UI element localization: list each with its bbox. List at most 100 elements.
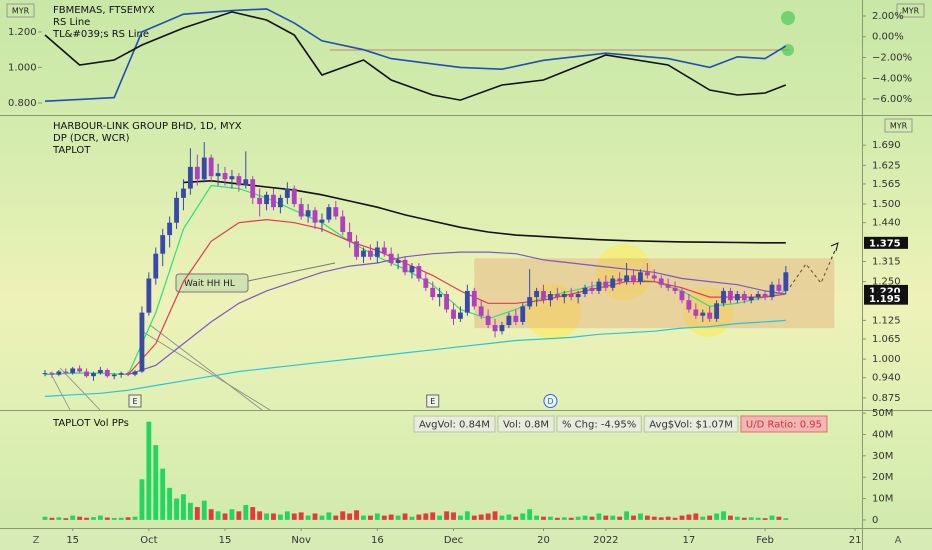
drawing-line <box>49 371 71 411</box>
unit-label: MYR <box>12 7 30 16</box>
volume-bar <box>596 513 602 520</box>
volume-bar <box>506 514 512 520</box>
toolbar-button[interactable]: Z <box>33 535 40 546</box>
stat-box: % Chg: -4.95% <box>556 415 642 433</box>
volume-bar <box>367 515 373 520</box>
price-label: 1.375 <box>869 238 901 249</box>
volume-bar <box>49 517 55 520</box>
volume-bar <box>430 512 436 520</box>
candle-body <box>409 266 415 273</box>
candle-body <box>617 278 623 282</box>
volume-bar <box>644 515 650 520</box>
volume-bar <box>776 516 782 520</box>
rs-line <box>44 8 787 102</box>
y-tick-label: 1.690 <box>872 140 901 151</box>
candle-body <box>243 179 249 186</box>
candle-body <box>776 284 782 291</box>
projection-arrow <box>789 247 837 288</box>
candle-body <box>104 369 110 377</box>
x-tick-label: 2022 <box>593 535 618 546</box>
y2-tick-label: 0.00% <box>872 32 904 43</box>
volume-bar <box>132 516 138 520</box>
candle-body <box>596 281 602 291</box>
candle-body <box>326 207 332 220</box>
y-tick-label: 40M <box>872 429 893 440</box>
candle-body <box>181 188 186 198</box>
volume-bar <box>291 513 297 520</box>
volume-bar <box>520 513 526 520</box>
candle-body <box>277 197 283 208</box>
x-tick-label: 17 <box>683 535 696 546</box>
candle-body <box>755 294 761 298</box>
rs-line <box>44 11 787 101</box>
legend-entry: DP (DCR, WCR) <box>53 133 130 144</box>
candle-body <box>624 275 630 282</box>
volume-bar <box>361 515 366 520</box>
candle-body <box>70 368 76 374</box>
moving-average <box>127 251 786 376</box>
volume-bar <box>298 512 304 520</box>
volume-bar <box>402 513 408 520</box>
volume-bar <box>243 504 249 520</box>
volume-bar <box>118 517 124 520</box>
volume-bar <box>63 518 69 520</box>
stat-text: Avg$Vol: $1.07M <box>649 420 733 431</box>
stat-box: AvgVol: 0.84M <box>413 415 496 433</box>
y2-tick-label: −6.00% <box>872 94 912 105</box>
volume-bar <box>700 516 706 520</box>
candle-body <box>367 250 373 257</box>
volume-bar <box>91 517 96 520</box>
volume-bar <box>305 515 311 520</box>
signal-dot <box>781 11 795 25</box>
candle-body <box>395 259 401 263</box>
volume-bar <box>340 511 346 520</box>
volume-bar <box>84 517 89 520</box>
stat-box-bg <box>413 415 496 433</box>
stat-text: U/D Ratio: 0.95 <box>746 420 822 431</box>
candle-body <box>464 290 470 313</box>
volume-bar <box>326 512 332 520</box>
candle-body <box>728 290 733 301</box>
unit-box <box>884 118 913 133</box>
y-tick-label: 20M <box>872 472 893 483</box>
x-tick-label: 20 <box>537 535 550 546</box>
candle-body <box>423 278 429 288</box>
stat-text: % Chg: -4.95% <box>562 420 636 431</box>
candle-body <box>361 250 366 257</box>
volume-bar <box>624 511 630 520</box>
toolbar-button[interactable]: A <box>895 535 902 546</box>
volume-bar <box>464 511 470 520</box>
volume-bar <box>167 487 173 520</box>
x-tick-label: 15 <box>219 535 232 546</box>
y-tick-label: 1.065 <box>872 334 901 345</box>
event-label: D <box>547 397 553 406</box>
volume-bar <box>257 511 263 520</box>
event-marker <box>426 394 440 408</box>
candle-body <box>700 312 706 316</box>
candle-body <box>582 287 588 295</box>
candle-body <box>347 231 353 242</box>
candle-body <box>215 173 221 177</box>
candle-body <box>111 374 117 377</box>
volume-bar <box>492 511 498 520</box>
volume-bar <box>77 516 83 520</box>
candle-body <box>291 188 297 205</box>
volume-bar <box>271 513 276 520</box>
volume-bar <box>762 518 768 520</box>
stat-box: Vol: 0.8M <box>497 415 555 433</box>
candle-body <box>714 303 720 319</box>
volume-bar <box>554 517 560 520</box>
x-tick-label: Dec <box>444 535 463 546</box>
candle-body <box>561 294 567 298</box>
candle-body <box>153 253 159 279</box>
y-tick-label: 30M <box>872 451 893 462</box>
legend-entry: TAPLOT <box>52 145 91 156</box>
candle-body <box>631 275 636 282</box>
y-tick-label: 1.125 <box>872 315 901 326</box>
x-tick-label: Feb <box>756 535 774 546</box>
volume-bar <box>194 507 200 520</box>
volume-bar <box>610 515 616 520</box>
candle-body <box>672 287 678 291</box>
annotation-text: Wait HH HL <box>184 279 235 289</box>
volume-bar <box>174 498 179 520</box>
